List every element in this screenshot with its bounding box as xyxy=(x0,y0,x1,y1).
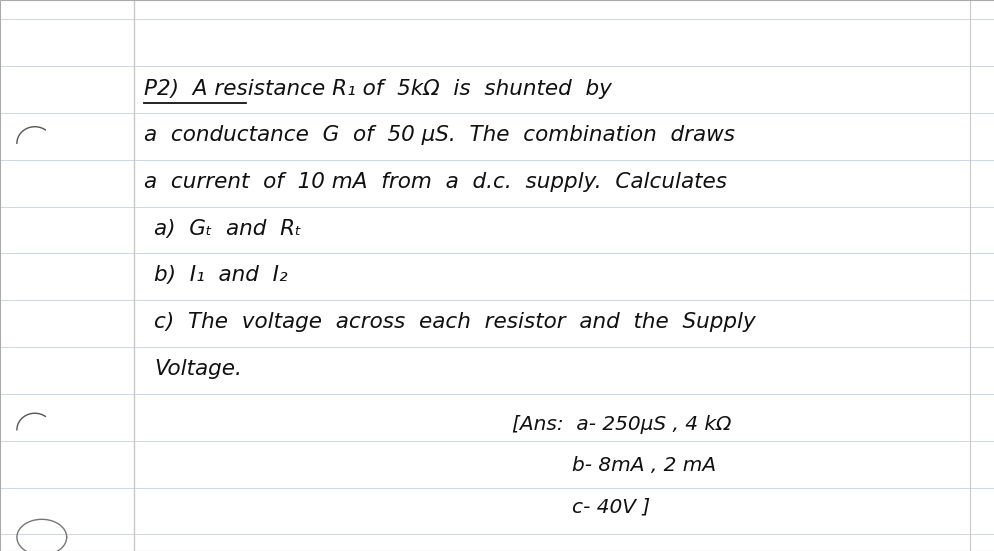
Text: [Ans:  a- 250μS , 4 kΩ: [Ans: a- 250μS , 4 kΩ xyxy=(512,415,731,434)
Text: a  conductance  G  of  50 μS.  The  combination  draws: a conductance G of 50 μS. The combinatio… xyxy=(144,125,735,145)
Text: b- 8mA , 2 mA: b- 8mA , 2 mA xyxy=(572,456,716,475)
Text: b)  I₁  and  I₂: b) I₁ and I₂ xyxy=(154,266,287,285)
Text: P2)  A resistance R₁ of  5kΩ  is  shunted  by: P2) A resistance R₁ of 5kΩ is shunted by xyxy=(144,79,611,99)
Text: c)  The  voltage  across  each  resistor  and  the  Supply: c) The voltage across each resistor and … xyxy=(154,312,755,332)
Text: a  current  of  10 mA  from  a  d.c.  supply.  Calculates: a current of 10 mA from a d.c. supply. C… xyxy=(144,172,727,192)
Text: c- 40V ]: c- 40V ] xyxy=(572,498,650,516)
Text: Voltage.: Voltage. xyxy=(154,359,242,379)
Text: a)  Gₜ  and  Rₜ: a) Gₜ and Rₜ xyxy=(154,219,301,239)
